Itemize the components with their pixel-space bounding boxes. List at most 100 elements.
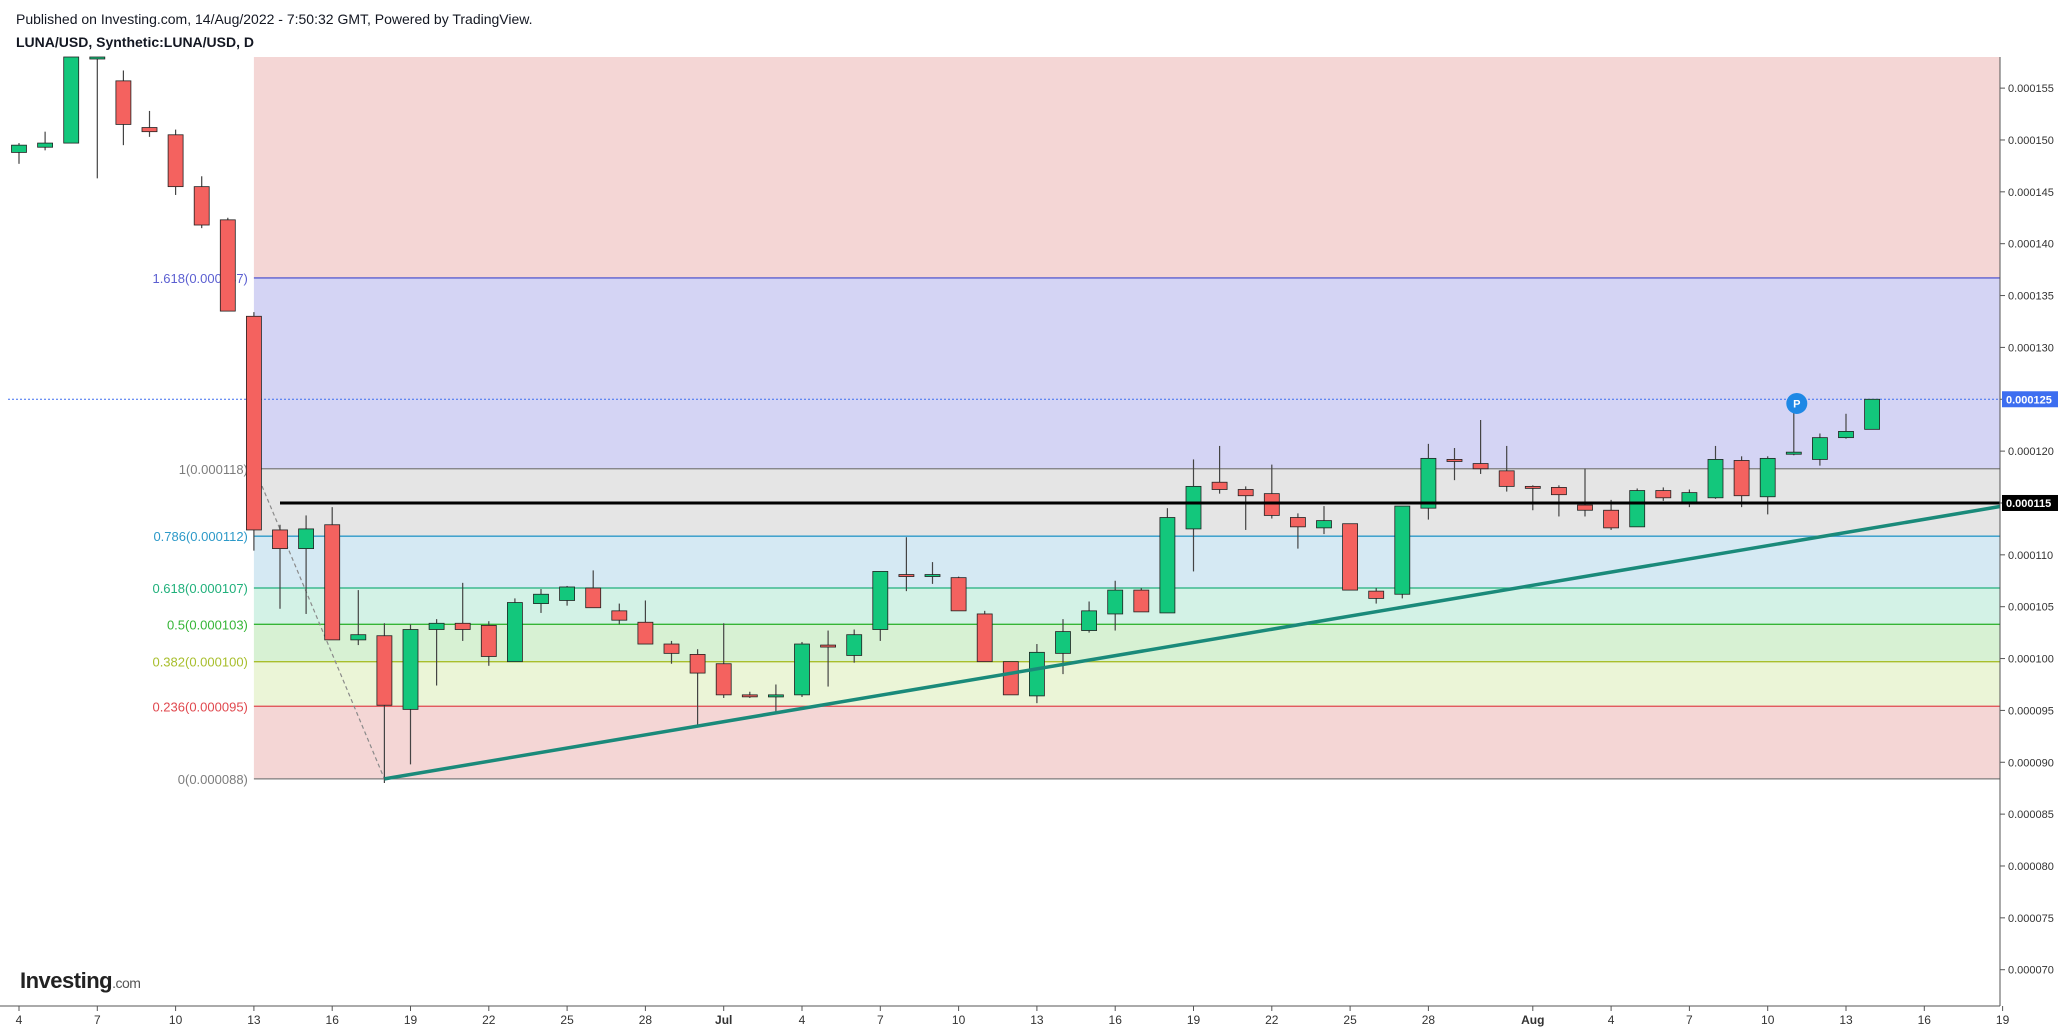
candle-body-up (1107, 589, 1124, 615)
candle-body-down (1342, 523, 1358, 591)
candle (1029, 644, 1045, 704)
candle (559, 585, 575, 606)
x-tick-label: 4 (16, 1013, 23, 1027)
fib-label-0.618: 0.618(0.000107) (152, 581, 247, 596)
candle (1785, 408, 1802, 456)
x-tick-label: 13 (1030, 1013, 1044, 1027)
y-tick-label: 0.000150 (2008, 135, 2054, 147)
x-tick-label: 10 (1761, 1013, 1775, 1027)
candle-body-down (1237, 489, 1254, 497)
candle-body-down (1263, 493, 1280, 516)
candle-body-up (794, 643, 810, 696)
fib-labels: 1.618(0.000137)1(0.000118)0.786(0.000112… (152, 271, 247, 787)
candle-body-up (506, 602, 523, 663)
candle (585, 570, 602, 609)
candle-body-up (559, 586, 575, 601)
candle-body-up (1055, 631, 1071, 654)
candle-body-down (1472, 463, 1489, 470)
support-price-badge: 0.000115 (2006, 498, 2051, 510)
x-tick-label: 25 (560, 1013, 574, 1027)
candle-body-up (1759, 457, 1776, 498)
x-tick-label: 13 (1839, 1013, 1853, 1027)
candle-body-up (1394, 505, 1411, 595)
candle-body-up (1159, 517, 1176, 614)
candle-body-up (1707, 459, 1724, 499)
candle-body-up (63, 56, 80, 144)
fib-zone (253, 277, 2000, 469)
candle-body-down (1733, 460, 1750, 497)
candle (715, 623, 732, 698)
candle-body-up (1185, 485, 1202, 530)
x-tick-label: 7 (1686, 1013, 1693, 1027)
x-tick-label: 22 (482, 1013, 496, 1027)
candle (768, 684, 784, 713)
x-tick-label: 16 (1918, 1013, 1932, 1027)
investing-logo: Investing.com (20, 968, 141, 994)
candle-body-down (1290, 517, 1306, 528)
candle-body-down (715, 663, 732, 696)
candle-body-up (1029, 651, 1045, 697)
candle (1211, 445, 1228, 494)
ascending-trendline (384, 504, 2001, 781)
y-tick-label: 0.000135 (2008, 291, 2054, 303)
candle (1707, 445, 1724, 499)
y-tick-label: 0.000105 (2008, 602, 2054, 614)
candle-body-down (193, 186, 210, 226)
candle-body-down (689, 654, 706, 674)
candle-body-up (1629, 490, 1646, 528)
y-tick-label: 0.000085 (2008, 809, 2054, 821)
y-tick-label: 0.000120 (2008, 446, 2054, 458)
candle (872, 571, 889, 641)
candle (950, 576, 967, 612)
x-tick-label: 10 (169, 1013, 183, 1027)
x-tick-label: 4 (799, 1013, 806, 1027)
candle (506, 598, 523, 663)
fib-label-0.786: 0.786(0.000112) (153, 529, 247, 544)
candle (1655, 487, 1672, 501)
candle (1316, 506, 1332, 535)
candle-body-down (1002, 661, 1019, 696)
candle (1838, 413, 1854, 439)
candle (11, 143, 27, 164)
candle-body-down (1655, 490, 1672, 499)
candle (976, 610, 993, 663)
candles (11, 56, 1880, 784)
candle (1603, 499, 1619, 530)
publish-info: Published on Investing.com, 14/Aug/2022 … (16, 11, 533, 27)
fib-zone (253, 706, 2000, 779)
candle (193, 176, 210, 229)
candle (89, 56, 106, 179)
candle (1551, 485, 1567, 517)
candle (298, 515, 315, 614)
x-tick-label: Jul (715, 1013, 732, 1027)
candle-body-down (1368, 590, 1385, 599)
fib-zone (253, 661, 2000, 707)
fib-label-0.5: 0.5(0.000103) (167, 617, 248, 632)
candle-body-down (376, 635, 393, 706)
candle-body-down (950, 577, 967, 612)
candle (1733, 456, 1750, 508)
candle (1498, 445, 1515, 492)
candle (689, 649, 706, 726)
candle (324, 507, 341, 641)
candle-body-up (428, 622, 445, 630)
y-tick-label: 0.000145 (2008, 187, 2054, 199)
chart-header: Published on Investing.com, 14/Aug/2022 … (16, 10, 533, 51)
candle-body-up (37, 142, 53, 148)
candle (1577, 468, 1593, 517)
y-tick-label: 0.000155 (2008, 83, 2054, 95)
candle (1864, 398, 1880, 430)
last-price-badge-bg (2002, 391, 2058, 408)
candle (1420, 443, 1437, 520)
candle-body-down (219, 219, 236, 312)
fib-lines (253, 277, 2000, 780)
candle-body-down (741, 694, 758, 698)
x-tick-label: 16 (1109, 1013, 1123, 1027)
last-price-badge: 0.000125 (2006, 394, 2052, 406)
candle (376, 623, 393, 784)
candle-body-up (89, 56, 106, 60)
candle-body-up (350, 634, 367, 641)
fib-zones (253, 57, 2000, 779)
brand-domain: .com (112, 975, 141, 991)
